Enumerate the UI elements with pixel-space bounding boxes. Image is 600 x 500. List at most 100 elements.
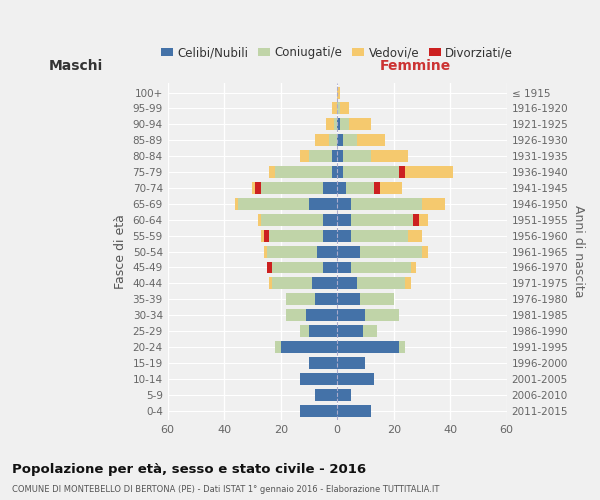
Bar [261,182,323,194]
Bar [323,214,337,226]
Bar [261,230,264,241]
Text: Popolazione per età, sesso e stato civile - 2016: Popolazione per età, sesso e stato civil… [12,462,366,475]
Bar [337,86,340,99]
Bar [309,150,332,162]
Bar [337,166,343,178]
Bar [352,214,413,226]
Bar [314,294,337,305]
Bar [272,262,323,274]
Text: COMUNE DI MONTEBELLO DI BERTONA (PE) - Dati ISTAT 1° gennaio 2016 - Elaborazione: COMUNE DI MONTEBELLO DI BERTONA (PE) - D… [12,485,439,494]
Bar [400,341,405,353]
Bar [337,388,352,400]
Bar [337,102,340,115]
Bar [314,388,337,400]
Bar [340,118,349,130]
Bar [337,230,352,241]
Text: Femmine: Femmine [380,59,451,73]
Bar [314,134,329,146]
Bar [337,134,343,146]
Bar [337,262,352,274]
Bar [357,278,405,289]
Bar [261,214,323,226]
Bar [269,230,323,241]
Bar [235,198,238,210]
Y-axis label: Anni di nascita: Anni di nascita [572,206,585,298]
Bar [352,230,408,241]
Bar [352,262,410,274]
Bar [337,182,346,194]
Bar [309,198,337,210]
Bar [266,246,317,258]
Bar [337,246,360,258]
Bar [255,182,261,194]
Bar [323,182,337,194]
Bar [337,198,352,210]
Bar [332,150,337,162]
Bar [329,134,337,146]
Bar [410,262,416,274]
Bar [286,309,306,321]
Bar [337,357,365,369]
Legend: Celibi/Nubili, Coniugati/e, Vedovi/e, Divorziati/e: Celibi/Nubili, Coniugati/e, Vedovi/e, Di… [157,42,518,64]
Bar [301,373,337,385]
Bar [337,404,371,416]
Bar [337,341,400,353]
Bar [352,198,422,210]
Bar [337,150,343,162]
Bar [275,341,281,353]
Bar [258,214,261,226]
Bar [301,404,337,416]
Bar [323,262,337,274]
Text: Maschi: Maschi [49,59,103,73]
Bar [266,262,272,274]
Bar [360,246,422,258]
Bar [253,182,255,194]
Bar [275,166,332,178]
Bar [343,134,357,146]
Bar [346,182,374,194]
Bar [312,278,337,289]
Bar [365,309,400,321]
Bar [269,278,272,289]
Bar [269,166,275,178]
Bar [281,341,337,353]
Bar [301,325,309,337]
Bar [272,278,312,289]
Bar [264,246,266,258]
Bar [374,182,380,194]
Bar [264,230,269,241]
Bar [349,118,371,130]
Bar [419,214,428,226]
Bar [422,198,445,210]
Bar [332,102,337,115]
Bar [337,294,360,305]
Bar [334,118,337,130]
Bar [337,373,374,385]
Bar [332,166,337,178]
Bar [337,118,340,130]
Bar [326,118,334,130]
Bar [413,214,419,226]
Bar [343,166,400,178]
Bar [362,325,377,337]
Bar [380,182,402,194]
Bar [408,230,422,241]
Bar [337,214,352,226]
Bar [238,198,309,210]
Bar [422,246,428,258]
Y-axis label: Fasce di età: Fasce di età [114,214,127,289]
Bar [337,278,357,289]
Bar [405,166,453,178]
Bar [309,357,337,369]
Bar [309,325,337,337]
Bar [360,294,394,305]
Bar [301,150,309,162]
Bar [337,325,362,337]
Bar [400,166,405,178]
Bar [337,309,365,321]
Bar [340,102,349,115]
Bar [371,150,408,162]
Bar [343,150,371,162]
Bar [405,278,410,289]
Bar [317,246,337,258]
